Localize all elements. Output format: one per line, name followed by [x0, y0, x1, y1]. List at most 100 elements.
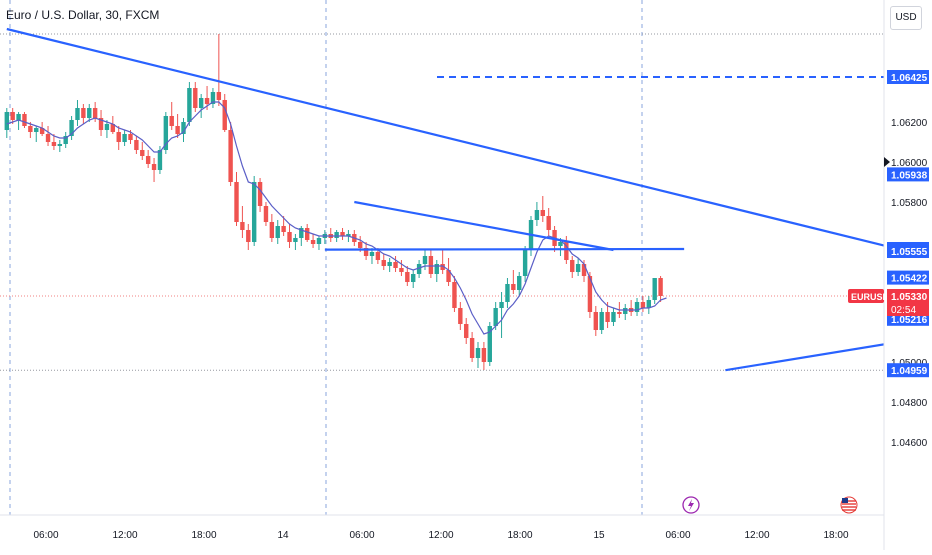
y-tick-label: 1.06000: [891, 158, 928, 169]
candle-body: [145, 156, 151, 164]
x-tick-label: 12:00: [744, 530, 769, 541]
candle-body: [640, 302, 646, 308]
candle-body: [122, 134, 127, 142]
candle-body: [63, 136, 68, 144]
candle-body: [452, 282, 457, 308]
candle-body: [69, 120, 74, 136]
candle-body: [128, 134, 133, 140]
candle-body: [493, 308, 498, 326]
candle-body: [299, 228, 304, 238]
x-tick-label: 18:00: [823, 530, 848, 541]
candle-body: [599, 312, 604, 330]
candle-body: [334, 232, 339, 238]
candle-body: [534, 210, 540, 220]
y-tick-label: 1.04800: [891, 398, 928, 409]
candle-body: [546, 216, 551, 230]
countdown-label: 02:54: [891, 305, 916, 316]
candle-body: [564, 242, 569, 260]
alert-marker-icon: [884, 157, 890, 167]
candle-body: [216, 92, 222, 100]
price-label: 1.05938: [891, 170, 928, 181]
candle-body: [381, 260, 386, 266]
candle-body: [593, 312, 598, 330]
candle-body: [51, 142, 57, 146]
candle-body: [257, 182, 263, 206]
candle-body: [499, 302, 504, 308]
candle-body: [228, 130, 233, 182]
candle-body: [346, 234, 351, 236]
trendline-flag-upper[interactable]: [354, 200, 614, 252]
candle-body: [481, 348, 487, 362]
candle-body: [428, 256, 434, 274]
candle-body: [34, 128, 39, 132]
x-tick-label: 18:00: [507, 530, 532, 541]
candle-body: [134, 140, 139, 150]
candle-body: [293, 238, 298, 242]
candle-body: [98, 118, 104, 130]
x-tick-label: 06:00: [665, 530, 690, 541]
candle-body: [464, 324, 469, 338]
candle-body: [405, 272, 410, 282]
x-tick-label: 06:00: [349, 530, 374, 541]
current-price-label: 1.05330: [891, 292, 928, 303]
candle-body: [110, 124, 116, 132]
candle-body: [658, 278, 663, 296]
candle-body: [240, 222, 245, 230]
candle-body: [310, 240, 316, 244]
candle-body: [246, 230, 251, 242]
candle-body: [617, 312, 622, 314]
candle-body: [358, 242, 363, 248]
candle-body: [163, 116, 169, 150]
trendline-upper-descending[interactable]: [6, 27, 932, 346]
candle-body: [540, 210, 545, 216]
candle-body: [440, 264, 445, 270]
price-label-tag: [887, 70, 929, 84]
candle-body: [281, 226, 286, 232]
candle-body: [222, 100, 227, 130]
candle-body: [16, 114, 21, 120]
candle-body: [634, 302, 640, 312]
x-tick-label: 15: [593, 530, 605, 541]
candle-body: [511, 284, 516, 290]
x-tick-label: 12:00: [112, 530, 137, 541]
trendline-flag-base[interactable]: [324, 247, 685, 251]
candle-body: [558, 242, 563, 246]
current-price-tag: [887, 289, 929, 316]
symbol-price-tag[interactable]: [848, 289, 884, 303]
currency-button[interactable]: USD: [890, 6, 922, 30]
candle-body: [611, 312, 616, 322]
candle-body: [340, 232, 345, 236]
candle-body: [28, 126, 33, 132]
candle-body: [116, 132, 121, 142]
candle-body: [204, 98, 210, 104]
candle-body: [10, 112, 15, 120]
price-label: 1.05216: [891, 315, 928, 326]
candle-body: [210, 92, 216, 104]
candle-body: [193, 88, 198, 108]
candle-body: [263, 206, 269, 222]
price-label: 1.05555: [891, 247, 928, 258]
x-tick-label: 12:00: [428, 530, 453, 541]
candle-body: [187, 88, 192, 122]
candle-body: [181, 122, 186, 134]
candle-body: [522, 250, 528, 276]
price-label: 1.04959: [891, 366, 928, 377]
candle-body: [57, 144, 63, 146]
candle-body: [416, 264, 422, 274]
candle-body: [458, 308, 463, 324]
candle-body: [81, 108, 86, 118]
candle-body: [581, 264, 587, 276]
candle-body: [646, 300, 652, 308]
candle-body: [375, 252, 381, 260]
candle-body: [151, 164, 157, 170]
trendline-lower-ascending[interactable]: [725, 278, 932, 372]
candle-body: [387, 262, 392, 266]
candle-body: [87, 108, 92, 118]
candle-body: [169, 116, 174, 126]
y-tick-label: 1.04600: [891, 438, 928, 449]
symbol-label: EURUSD: [851, 292, 890, 302]
candle-body: [517, 276, 522, 290]
